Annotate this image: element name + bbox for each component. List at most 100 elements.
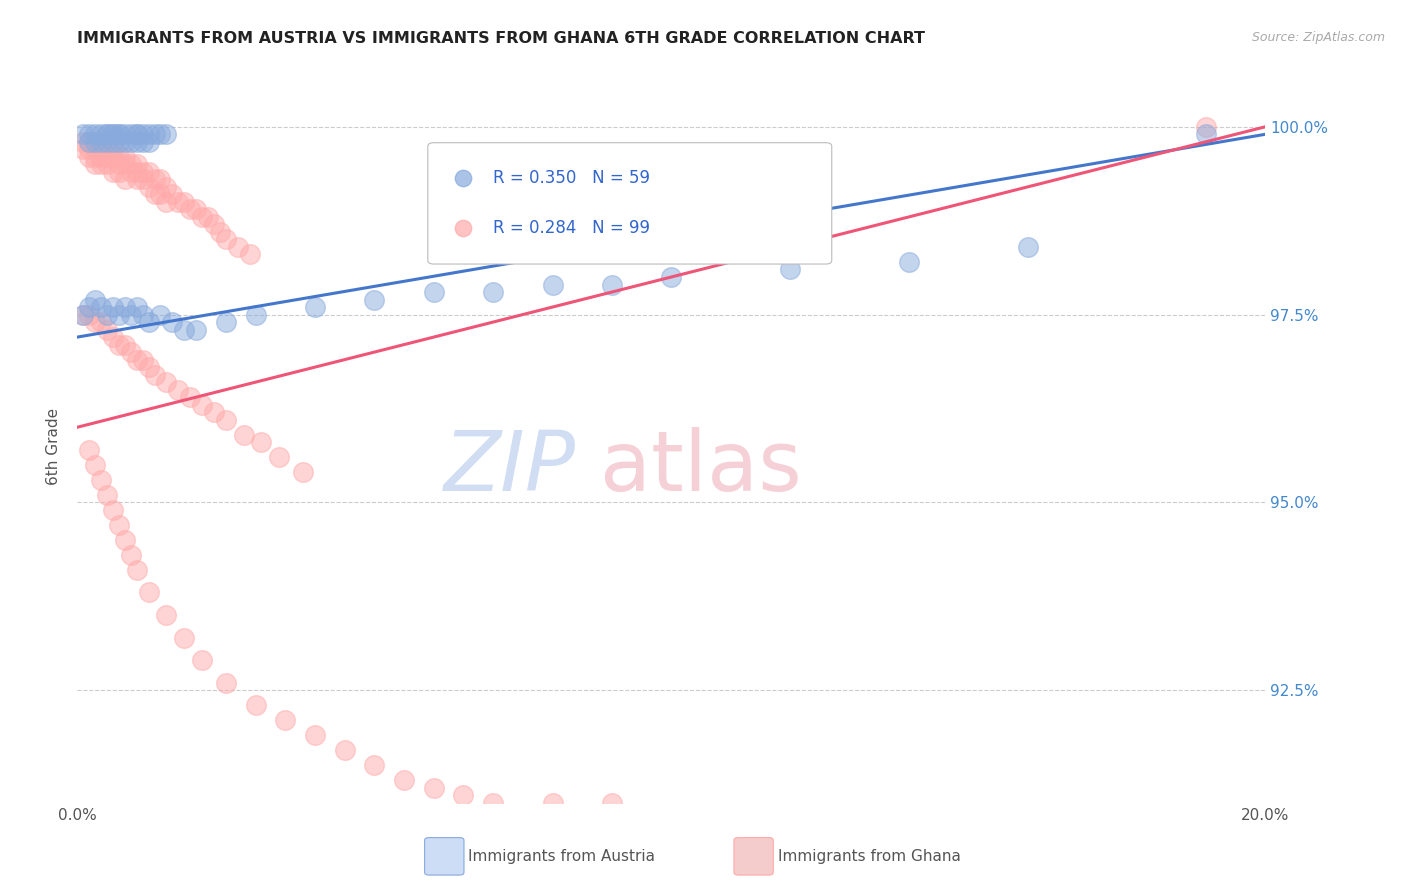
Point — [84, 135, 107, 149]
Point — [108, 128, 131, 142]
Point — [138, 360, 160, 375]
Point — [155, 375, 177, 389]
Point — [138, 128, 160, 142]
Point — [131, 352, 153, 367]
Point — [155, 607, 177, 622]
Point — [661, 270, 683, 285]
Point — [125, 128, 148, 142]
Point — [101, 128, 124, 142]
Text: Immigrants from Austria: Immigrants from Austria — [468, 849, 655, 863]
Point — [363, 293, 385, 307]
Point — [96, 142, 118, 156]
Point — [90, 300, 112, 314]
Point — [1017, 240, 1039, 254]
Point — [96, 308, 118, 322]
Point — [125, 352, 148, 367]
Point — [541, 277, 564, 292]
Point — [292, 465, 315, 479]
Point — [143, 128, 166, 142]
Point — [143, 172, 166, 186]
Point — [77, 135, 100, 149]
Point — [108, 308, 131, 322]
Point — [120, 548, 142, 562]
Point — [96, 135, 118, 149]
Point — [138, 165, 160, 179]
Point — [138, 179, 160, 194]
Point — [84, 458, 107, 472]
Point — [90, 142, 112, 156]
Point — [541, 796, 564, 810]
Point — [72, 128, 94, 142]
Point — [77, 300, 100, 314]
Point — [108, 135, 131, 149]
Point — [114, 300, 136, 314]
Point — [101, 330, 124, 344]
Point — [333, 743, 356, 757]
Point — [304, 728, 326, 742]
Point — [77, 135, 100, 149]
Point — [72, 308, 94, 322]
Point — [101, 300, 124, 314]
Text: IMMIGRANTS FROM AUSTRIA VS IMMIGRANTS FROM GHANA 6TH GRADE CORRELATION CHART: IMMIGRANTS FROM AUSTRIA VS IMMIGRANTS FR… — [77, 31, 925, 46]
Point — [215, 413, 238, 427]
Point — [155, 179, 177, 194]
Point — [90, 315, 112, 329]
Point — [84, 315, 107, 329]
Point — [191, 210, 214, 224]
Point — [167, 194, 190, 209]
Point — [114, 157, 136, 171]
Point — [215, 675, 238, 690]
Point — [77, 308, 100, 322]
Text: ZIP: ZIP — [444, 427, 576, 508]
Point — [90, 157, 112, 171]
Point — [779, 262, 801, 277]
Point — [269, 450, 291, 465]
Point — [149, 187, 172, 202]
Point — [423, 285, 446, 299]
Point — [215, 232, 238, 246]
Point — [120, 128, 142, 142]
Point — [131, 135, 153, 149]
Point — [149, 172, 172, 186]
Text: atlas: atlas — [600, 427, 801, 508]
Point — [250, 435, 273, 450]
Point — [482, 796, 505, 810]
Point — [131, 308, 153, 322]
Point — [173, 322, 195, 336]
Point — [77, 442, 100, 457]
Text: R = 0.350   N = 59: R = 0.350 N = 59 — [494, 169, 650, 187]
Point — [84, 157, 107, 171]
Point — [120, 165, 142, 179]
Point — [179, 202, 201, 217]
Point — [84, 128, 107, 142]
Point — [600, 277, 623, 292]
Point — [96, 322, 118, 336]
Point — [167, 383, 190, 397]
Point — [600, 796, 623, 810]
Point — [96, 488, 118, 502]
Point — [143, 187, 166, 202]
Point — [96, 150, 118, 164]
Point — [72, 142, 94, 156]
Point — [173, 631, 195, 645]
Point — [77, 150, 100, 164]
Point — [125, 563, 148, 577]
Point — [138, 135, 160, 149]
Point — [143, 368, 166, 382]
Point — [186, 202, 208, 217]
Point — [114, 337, 136, 351]
Point — [108, 128, 131, 142]
Point — [84, 142, 107, 156]
Point — [125, 300, 148, 314]
Point — [125, 128, 148, 142]
Point — [898, 255, 921, 269]
Point — [90, 150, 112, 164]
Point — [120, 345, 142, 359]
Point — [114, 128, 136, 142]
Point — [1195, 128, 1218, 142]
Point — [173, 194, 195, 209]
Point — [131, 172, 153, 186]
Point — [90, 135, 112, 149]
Point — [186, 322, 208, 336]
Point — [114, 135, 136, 149]
